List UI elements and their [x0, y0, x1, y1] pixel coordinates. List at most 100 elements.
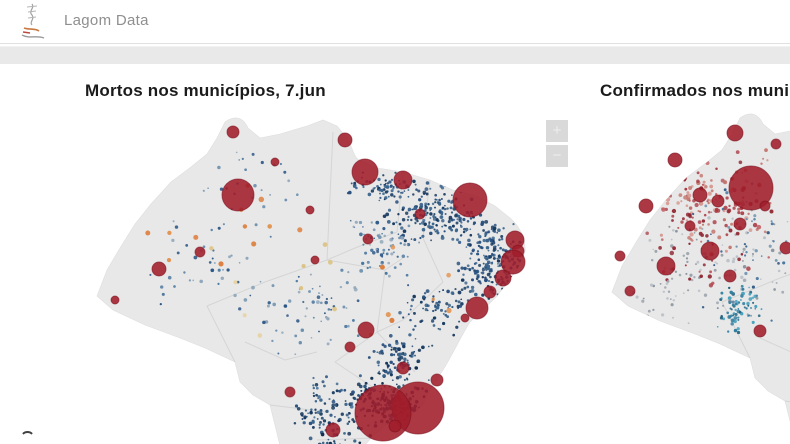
municipality-dot [773, 223, 776, 226]
city-bubble[interactable] [753, 324, 767, 338]
city-bubble[interactable] [733, 217, 747, 231]
municipality-dot [699, 160, 703, 164]
municipality-dot [628, 173, 633, 178]
city-bubble[interactable] [110, 295, 120, 305]
city-bubble[interactable] [460, 313, 470, 323]
city-bubble[interactable] [194, 246, 206, 258]
city-bubble[interactable] [357, 321, 375, 339]
zoom-in-button[interactable]: + [546, 120, 568, 142]
city-bubble[interactable] [151, 261, 167, 277]
municipality-dot [423, 292, 427, 295]
municipality-dot [308, 421, 313, 426]
city-bubble[interactable] [305, 205, 315, 215]
city-bubble[interactable] [325, 422, 341, 438]
municipality-dot [455, 325, 459, 329]
municipality-dot [659, 283, 662, 285]
city-bubble[interactable] [728, 165, 774, 211]
city-bubble[interactable] [430, 373, 444, 387]
municipality-dot [351, 390, 355, 395]
city-bubble[interactable] [667, 152, 683, 168]
city-bubble[interactable] [465, 296, 489, 320]
city-bubble[interactable] [723, 269, 737, 283]
municipality-dot [740, 284, 744, 288]
municipality-dot [373, 237, 376, 240]
municipality-dot [317, 397, 319, 400]
brand-title[interactable]: Lagom Data [64, 12, 149, 29]
city-bubble[interactable] [770, 138, 782, 150]
municipality-dot [468, 290, 472, 293]
municipality-dot [769, 209, 774, 214]
city-bubble[interactable] [337, 132, 353, 148]
municipality-dot [716, 301, 719, 305]
municipality-dot [699, 173, 704, 178]
city-bubble[interactable] [614, 250, 626, 262]
city-bubble[interactable] [700, 241, 720, 261]
city-bubble[interactable] [344, 341, 356, 353]
city-bubble[interactable] [692, 187, 708, 203]
municipality-dot [466, 220, 470, 223]
lagom-logo-icon[interactable] [16, 2, 48, 40]
municipality-dot [496, 231, 499, 234]
municipality-dot [738, 310, 742, 314]
city-bubble[interactable] [354, 384, 412, 442]
city-bubble[interactable] [684, 220, 696, 232]
municipality-dot [645, 231, 649, 236]
municipality-dot [418, 198, 422, 202]
municipality-dot [392, 346, 397, 351]
city-bubble[interactable] [494, 269, 512, 287]
municipality-dot [470, 252, 473, 255]
municipality-dot [176, 251, 180, 255]
municipality-dot [732, 257, 736, 261]
municipality-dot [735, 231, 740, 236]
municipality-dot [707, 201, 710, 205]
city-bubble[interactable] [221, 178, 255, 212]
municipality-dot [705, 234, 709, 238]
city-bubble[interactable] [638, 198, 654, 214]
city-bubble[interactable] [656, 256, 676, 276]
municipality-dot [740, 211, 745, 216]
brazil-map-deaths[interactable] [85, 110, 535, 444]
city-bubble[interactable] [711, 194, 725, 208]
municipality-dot [733, 268, 737, 272]
municipality-dot [737, 207, 741, 211]
municipality-dot [664, 186, 669, 191]
city-bubble[interactable] [388, 419, 402, 433]
city-bubble[interactable] [362, 233, 374, 245]
municipality-dot [311, 425, 315, 429]
municipality-dot [480, 271, 483, 274]
brazil-map-confirmed[interactable] [600, 106, 790, 444]
municipality-dot [266, 304, 270, 308]
municipality-dot [390, 189, 394, 193]
city-bubble[interactable] [414, 208, 426, 220]
municipality-dot [379, 183, 382, 186]
municipality-dot [344, 439, 347, 441]
municipality-dot [424, 308, 428, 312]
municipality-dot [386, 364, 390, 368]
city-bubble[interactable] [270, 157, 280, 167]
municipality-dot [454, 299, 458, 303]
city-bubble[interactable] [226, 125, 240, 139]
city-bubble[interactable] [500, 249, 526, 275]
municipality-dot [326, 317, 330, 321]
municipality-dot [236, 280, 240, 284]
city-bubble[interactable] [284, 386, 296, 398]
city-bubble[interactable] [759, 200, 771, 212]
city-bubble[interactable] [396, 361, 410, 375]
city-bubble[interactable] [483, 285, 497, 299]
zoom-out-button[interactable]: − [546, 145, 568, 167]
municipality-dot [316, 410, 320, 414]
city-bubble[interactable] [310, 255, 320, 265]
city-bubble[interactable] [779, 241, 790, 255]
city-bubble[interactable] [393, 170, 413, 190]
municipality-dot [345, 413, 349, 417]
city-bubble[interactable] [726, 124, 744, 142]
municipality-dot [303, 415, 307, 419]
municipality-dot [331, 406, 335, 410]
city-bubble[interactable] [624, 285, 636, 297]
city-bubble[interactable] [351, 158, 379, 186]
municipality-dot [390, 178, 394, 181]
municipality-dot [680, 220, 684, 224]
municipality-dot [233, 293, 237, 298]
city-bubble[interactable] [452, 182, 488, 218]
municipality-dot [383, 184, 387, 188]
